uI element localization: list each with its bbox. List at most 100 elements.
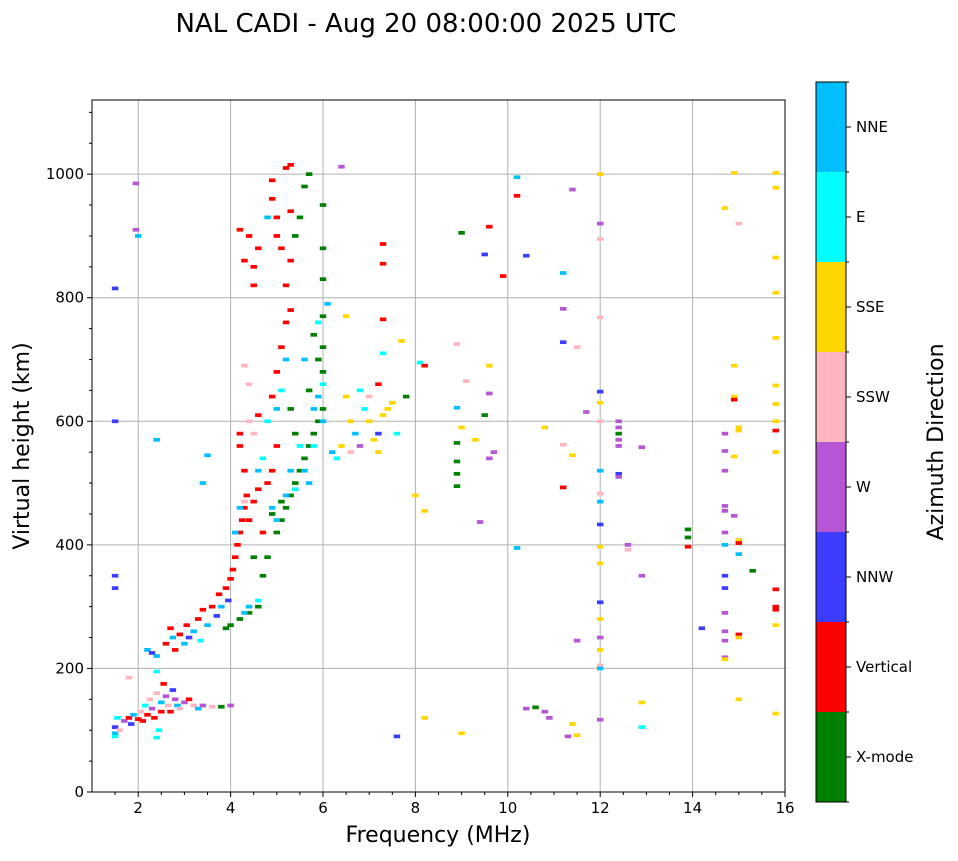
data-point [735, 538, 743, 542]
data-point [204, 623, 211, 628]
data-point [772, 383, 779, 388]
data-point [236, 431, 244, 436]
data-point [158, 700, 165, 705]
data-point [560, 485, 567, 490]
data-point [615, 437, 622, 442]
data-point [231, 555, 239, 560]
x-tick-label: 4 [226, 799, 236, 817]
data-point [721, 638, 729, 643]
data-point [146, 697, 153, 702]
colorbar-segment-x-mode [816, 712, 846, 802]
data-point [158, 709, 165, 714]
data-point [596, 648, 604, 652]
data-point [560, 442, 567, 447]
data-point [319, 382, 327, 387]
data-point [241, 363, 248, 368]
data-point [169, 688, 177, 692]
data-point [319, 419, 327, 424]
data-point [462, 379, 470, 383]
data-point [160, 682, 167, 686]
data-point [181, 700, 188, 705]
data-point [772, 419, 779, 424]
data-point [273, 444, 281, 448]
data-point [523, 253, 530, 258]
data-point [121, 719, 128, 723]
data-point [513, 193, 521, 198]
data-point [375, 431, 382, 436]
data-point [301, 456, 308, 461]
data-point [287, 308, 294, 312]
data-point [513, 546, 521, 550]
data-point [730, 397, 738, 402]
data-point [596, 499, 604, 504]
data-point [125, 675, 133, 680]
data-point [167, 626, 174, 631]
y-tick-label: 200 [55, 659, 84, 677]
data-point [259, 456, 267, 461]
data-point [137, 709, 144, 714]
data-point [273, 518, 281, 522]
data-point [365, 419, 373, 424]
data-point [171, 697, 179, 702]
data-point [772, 607, 779, 612]
x-tick-label: 14 [683, 799, 702, 817]
y-tick-label: 0 [74, 783, 84, 801]
x-tick-label: 2 [133, 799, 143, 817]
data-point [486, 391, 493, 396]
data-point [375, 382, 382, 387]
data-point [546, 716, 553, 720]
data-point [730, 171, 738, 175]
data-point [730, 394, 738, 399]
data-point [153, 437, 160, 442]
data-point [730, 513, 738, 518]
data-point [735, 635, 743, 640]
data-point [615, 471, 622, 476]
data-point [305, 481, 313, 485]
data-point [684, 535, 692, 540]
data-point [532, 705, 539, 710]
data-point [130, 712, 137, 717]
data-point [596, 491, 604, 496]
data-point [305, 172, 313, 176]
data-point [319, 203, 327, 207]
data-point [185, 635, 193, 640]
data-point [282, 357, 290, 362]
data-point [190, 629, 197, 634]
y-tick-label: 400 [55, 536, 84, 554]
data-point [125, 716, 133, 720]
data-point [208, 704, 216, 709]
data-point [721, 629, 729, 634]
data-point [199, 481, 207, 485]
x-tick-label: 12 [591, 799, 610, 817]
data-point [111, 586, 119, 590]
data-point [268, 512, 276, 516]
data-point [287, 468, 294, 473]
data-point [204, 453, 211, 458]
data-point [174, 703, 181, 708]
colorbar-label: Azimuth Direction [924, 343, 949, 540]
data-point [111, 734, 119, 739]
data-point [721, 610, 729, 615]
data-point [486, 456, 493, 461]
data-point [148, 706, 156, 711]
colorbar: X-mode Vertical NNW W SSW SSE E NNE [815, 81, 913, 803]
data-point [356, 444, 364, 448]
data-point [111, 725, 119, 729]
data-point [453, 405, 461, 410]
data-point [255, 598, 262, 603]
data-point [278, 499, 285, 504]
data-point [721, 431, 729, 436]
colorbar-segment-vertical [816, 622, 846, 712]
colorbar-segment-e [816, 172, 846, 262]
data-point [421, 363, 428, 368]
data-point [333, 456, 341, 461]
data-point [347, 419, 354, 424]
data-point [268, 505, 276, 510]
data-point [292, 234, 299, 238]
plot-area: 2 4 6 8 10 12 14 16 0 200 400 600 800 1000 [46, 99, 795, 817]
data-point [486, 224, 493, 229]
data-point [241, 258, 248, 263]
data-point [393, 431, 401, 436]
data-point [144, 648, 151, 652]
